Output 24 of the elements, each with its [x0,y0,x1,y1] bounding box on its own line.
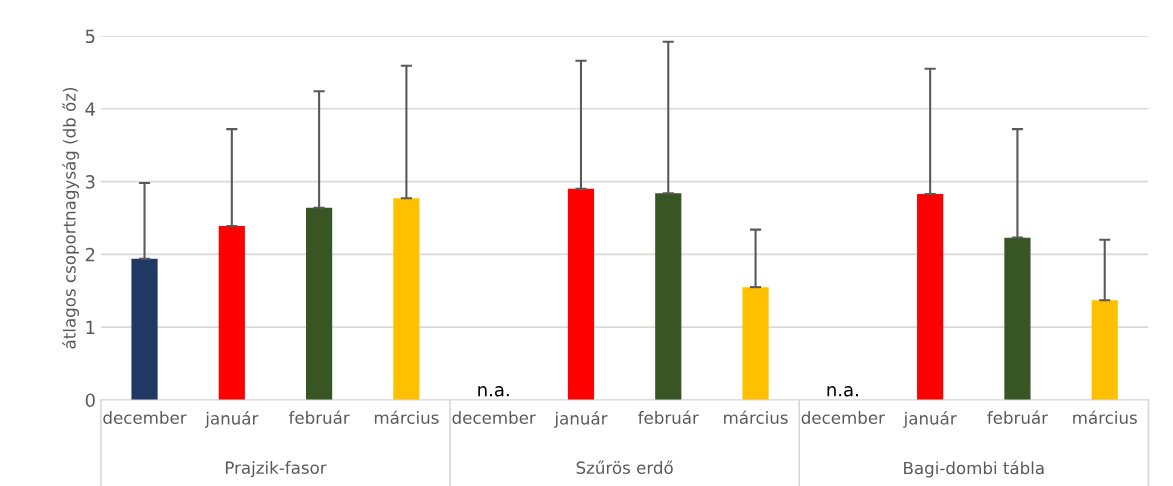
text: n.a. [478,386,509,397]
text: n.a. [827,386,858,397]
x-tick-label: március [1073,410,1137,424]
text: Szűrös erdő [576,460,673,474]
x-tick-label: február [288,410,350,424]
x-tick-label: december [801,411,885,424]
x-tick-label: január [554,411,608,428]
y-tick-label: 0 [85,393,95,408]
y-tick-label: 5 [85,29,95,44]
x-tick-label: március [724,410,788,424]
x-tick-label: december [103,411,187,424]
x-tick-label: március [374,410,439,424]
y-axis-title: átlagos csoportnagyság (db őz) [62,87,79,349]
y-tick-label: 4 [85,102,95,116]
text: Prajzik-fasor [225,461,327,478]
x-tick-label: december [452,411,536,424]
y-tick-label: 3 [85,175,95,189]
text: Bagi-dombi tábla [904,460,1044,478]
x-tick-label: január [205,411,259,428]
x-tick-label: február [987,410,1049,424]
x-tick-label: január [903,411,957,428]
y-tick-label: 2 [85,247,95,262]
y-tick-label: 1 [86,320,95,335]
x-tick-label: február [638,410,699,424]
